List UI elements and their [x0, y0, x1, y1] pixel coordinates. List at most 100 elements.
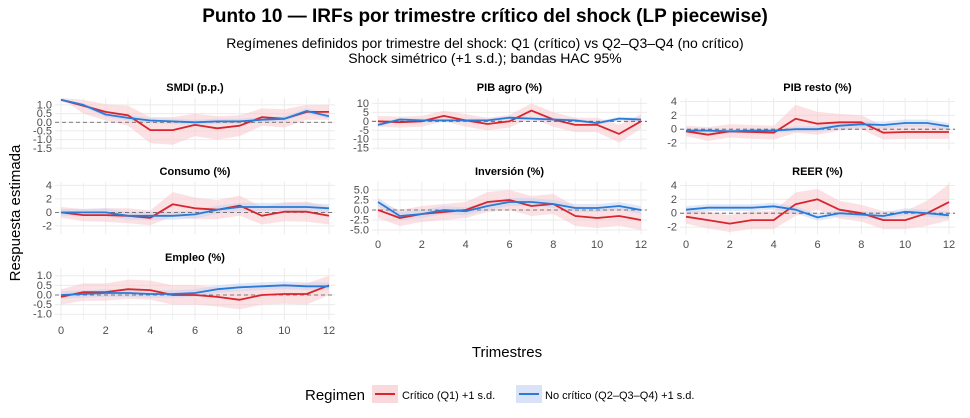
critico-confidence-band [61, 98, 329, 145]
nocritico-confidence-band [378, 198, 641, 220]
y-tick-label: 2 [671, 110, 677, 122]
legend-title: Regimen [305, 387, 365, 404]
y-tick-label: 4 [46, 180, 52, 192]
nocritico-confidence-band [61, 281, 329, 299]
critico-series-line [60, 284, 330, 301]
y-tick-label: -1.0 [33, 134, 52, 146]
y-tick-label: 5 [363, 107, 369, 119]
x-tick-label: 6 [192, 325, 198, 337]
y-tick-label: 0 [671, 208, 677, 220]
x-tick-label: 12 [635, 239, 647, 251]
y-tick-label: 0.5 [37, 108, 52, 120]
y-tick-label: -1.0 [33, 309, 52, 321]
facet-panel: 4 2 0 -2 PIB resto (%) [667, 82, 955, 150]
critico-confidence-band [686, 184, 949, 232]
facet-title: Empleo (%) [165, 252, 225, 264]
y-tick-label: 2 [671, 194, 677, 206]
facet-title: Inversión (%) [475, 166, 544, 178]
critico-confidence-band [61, 192, 329, 226]
nocritico-confidence-band [61, 98, 329, 125]
nocritico-series-line [60, 98, 330, 124]
facet-title: Consumo (%) [160, 166, 231, 178]
facet-title: PIB agro (%) [477, 82, 543, 94]
x-tick-label: 6 [506, 239, 512, 251]
y-tick-label: -2 [42, 220, 52, 232]
x-tick-label: 4 [147, 325, 153, 337]
y-tick-label: -15 [353, 143, 369, 155]
x-tick-label: 2 [103, 325, 109, 337]
x-tick-label: 10 [899, 239, 911, 251]
y-tick-label: -2 [667, 138, 677, 150]
y-tick-label: 4 [671, 96, 677, 108]
y-tick-label: 0.0 [37, 289, 52, 301]
x-tick-label: 0 [375, 239, 381, 251]
critico-series-line [60, 98, 329, 132]
y-tick-label: -0.5 [33, 125, 52, 137]
facet-panel: 1.00.50.0-0.5-1.0-1.5 SMDI (p.p.) [33, 82, 335, 155]
x-tick-label: 0 [58, 325, 64, 337]
legend-key-band [372, 385, 398, 403]
x-tick-label: 8 [858, 239, 864, 251]
critico-confidence-band [61, 275, 329, 310]
y-tick-label: -5 [359, 125, 369, 137]
y-tick-label: 0.0 [37, 117, 52, 129]
legend-key-band [516, 385, 542, 403]
y-tick-label: -10 [353, 134, 369, 146]
x-tick-label: 4 [463, 239, 469, 251]
chart-subtitle-line-1: Regímenes definidos por trimestre del sh… [226, 35, 744, 51]
critico-series-line [60, 203, 330, 219]
x-tick-label: 8 [550, 239, 556, 251]
x-tick-label: 4 [771, 239, 777, 251]
x-tick-label: 10 [278, 325, 290, 337]
y-tick-label: -2.5 [350, 215, 369, 227]
critico-confidence-band [378, 190, 641, 230]
nocritico-confidence-band [686, 119, 949, 134]
nocritico-series-line [377, 116, 642, 126]
y-tick-label: -5.0 [350, 225, 369, 237]
nocritico-series-line [685, 205, 950, 219]
critico-series-line [377, 199, 642, 221]
nocritico-confidence-band [378, 115, 641, 127]
y-tick-label: 4 [671, 180, 677, 192]
legend: Regimen Crítico (Q1) +1 s.d. No crítico (Q… [305, 385, 694, 404]
facet-title: SMDI (p.p.) [166, 82, 224, 94]
nocritico-confidence-band [686, 202, 949, 221]
legend-label: Crítico (Q1) +1 s.d. [402, 390, 495, 402]
critico-series-line [377, 109, 642, 135]
x-tick-label: 2 [727, 239, 733, 251]
x-axis-label: Trimestres [472, 344, 542, 361]
y-tick-label: 0 [363, 116, 369, 128]
facet-panel: 42 0-2 Consumo (%) [42, 166, 335, 234]
y-tick-label: 0.5 [37, 280, 52, 292]
legend-label: No crítico (Q2–Q3–Q4) +1 s.d. [545, 390, 694, 402]
y-tick-label: -0.5 [33, 299, 52, 311]
facet-panel: 4 2 0 -2 REER (%) 0 2 4 6 8 10 12 [667, 166, 955, 251]
facet-panel: 1.00.50.0-0.5-1.0 Empleo (%) 0 2 4 6 8 10 12 [33, 252, 335, 337]
nocritico-series-line [377, 201, 642, 217]
x-tick-label: 12 [323, 325, 335, 337]
critico-confidence-band [378, 103, 641, 143]
y-tick-label: 5.0 [354, 185, 369, 197]
facet-title: PIB resto (%) [783, 82, 852, 94]
y-tick-label: 0 [671, 124, 677, 136]
x-tick-label: 6 [814, 239, 820, 251]
y-tick-label: 1.0 [37, 99, 52, 111]
facet-title: REER (%) [792, 166, 843, 178]
y-tick-label: -1.5 [33, 143, 52, 155]
x-tick-label: 12 [943, 239, 955, 251]
y-tick-label: 0.0 [354, 205, 369, 217]
critico-series-line [685, 117, 949, 136]
chart-title: Punto 10 — IRFs por trimestre crítico de… [202, 6, 768, 27]
nocritico-confidence-band [61, 202, 329, 220]
critico-confidence-band [686, 104, 949, 141]
y-tick-label: 2.5 [354, 195, 369, 207]
x-tick-label: 10 [591, 239, 603, 251]
y-axis-label: Respuesta estimada [7, 144, 24, 281]
nocritico-series-line [60, 284, 329, 296]
y-tick-label: 0 [46, 207, 52, 219]
nocritico-series-line [61, 206, 330, 217]
facet-panel: 5.02.50.0-2.5-5.0 Inversión (%) 0 2 4 6 8 10 12 [350, 166, 647, 251]
nocritico-series-line [686, 122, 950, 133]
